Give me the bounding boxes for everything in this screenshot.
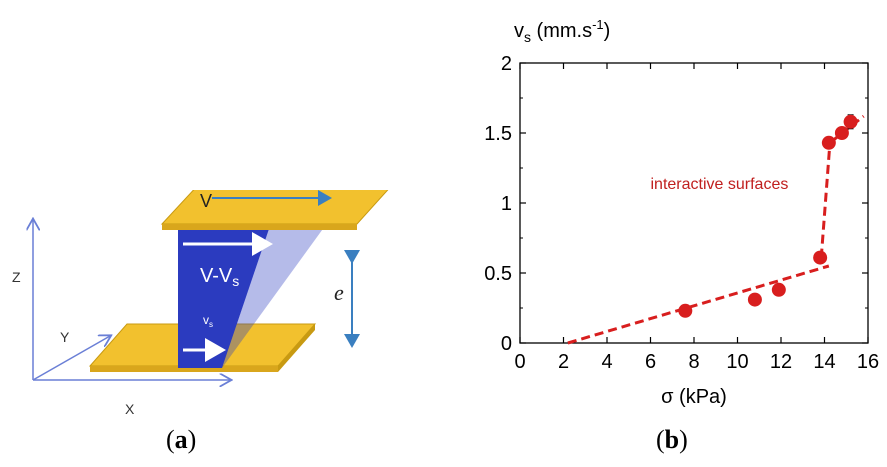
y-tick-label: 0.5 — [484, 263, 512, 285]
x-tick-label: 12 — [770, 351, 792, 373]
y-tick-label: 1.5 — [484, 123, 512, 145]
x-tick-label: 14 — [813, 351, 835, 373]
caption-a: (a) — [166, 425, 197, 454]
data-point — [771, 282, 786, 297]
annotation-interactive-surfaces: interactive surfaces — [651, 176, 789, 193]
shear-schematic: Z Y X V V-Vs vs e — [12, 190, 389, 417]
slip-velocity-label: vs — [203, 313, 213, 329]
thickness-label: e — [334, 280, 344, 305]
plot-frame — [519, 62, 869, 344]
y-tick-label: 0 — [501, 333, 512, 355]
relative-velocity-label: V-Vs — [200, 265, 239, 289]
axis-z-label: Z — [12, 269, 21, 285]
fit-line — [567, 264, 830, 345]
caption-b: (b) — [656, 425, 688, 454]
x-tick-label: 10 — [726, 351, 748, 373]
y-tick-label: 1 — [501, 193, 512, 215]
axis-y-label: Y — [60, 329, 70, 345]
data-point — [813, 250, 828, 265]
x-tick-label: 4 — [601, 351, 612, 373]
y-axis-label: vs (mm.s-1) — [514, 17, 610, 45]
y-tick-label: 2 — [501, 53, 512, 75]
x-tick-label: 8 — [688, 351, 699, 373]
axis-x-label: X — [125, 401, 135, 417]
velocity-label: V — [200, 191, 212, 211]
data-point — [678, 303, 693, 318]
top-plate — [160, 190, 389, 230]
data-point — [821, 135, 836, 150]
data-point — [747, 292, 762, 307]
data-point — [843, 114, 858, 129]
x-tick-label: 2 — [558, 351, 569, 373]
data-point — [834, 126, 849, 140]
x-tick-label: 16 — [857, 351, 879, 373]
x-tick-label: 0 — [514, 351, 525, 373]
fit-line — [819, 142, 832, 258]
x-axis-label: σ (kPa) — [661, 386, 727, 408]
coordinate-axes — [33, 220, 230, 380]
x-tick-label: 6 — [645, 351, 656, 373]
